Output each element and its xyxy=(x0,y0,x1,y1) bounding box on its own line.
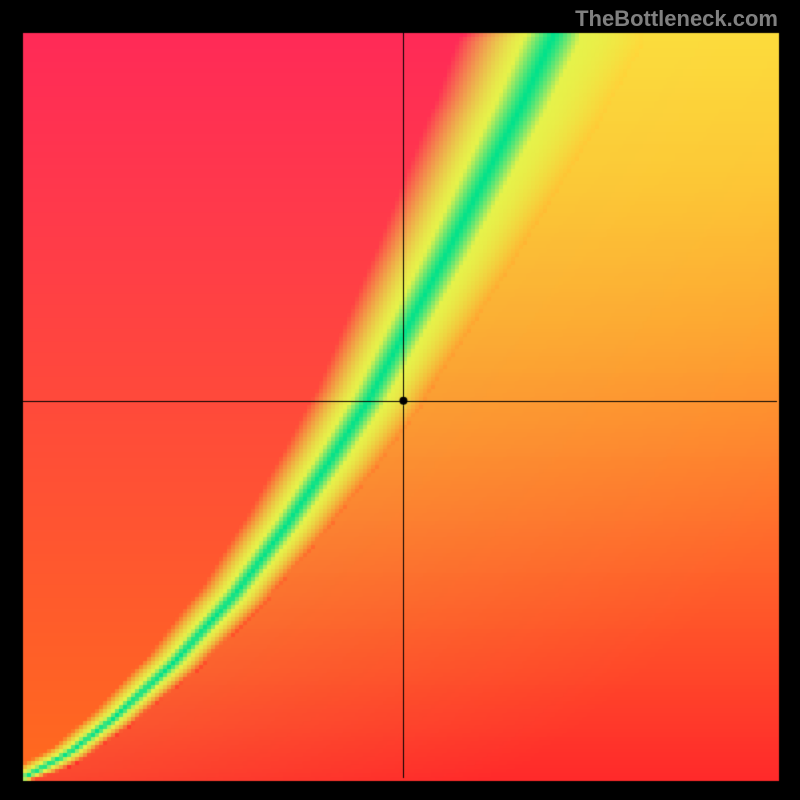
chart-container: TheBottleneck.com xyxy=(0,0,800,800)
bottleneck-heatmap xyxy=(0,0,800,800)
watermark-text: TheBottleneck.com xyxy=(575,6,778,32)
